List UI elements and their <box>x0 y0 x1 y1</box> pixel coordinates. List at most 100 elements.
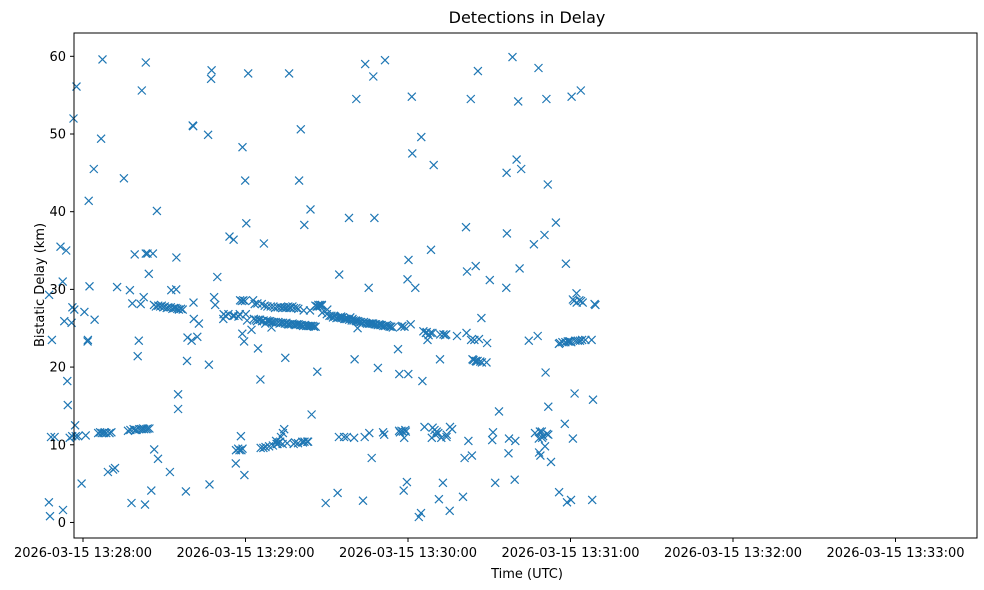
detection-marker <box>529 239 539 249</box>
detection-marker <box>148 249 158 259</box>
detection-marker <box>426 245 436 255</box>
detection-marker <box>194 319 204 329</box>
detection-marker <box>407 92 417 102</box>
detection-marker <box>462 328 471 338</box>
detection-marker <box>568 434 578 444</box>
detection-marker <box>435 354 445 364</box>
detection-marker <box>570 389 580 398</box>
detection-marker <box>369 213 379 223</box>
x-tick-label: 2026-03-15 13:31:00 <box>501 546 639 561</box>
detection-marker <box>524 336 534 346</box>
detection-marker <box>580 335 590 345</box>
detection-marker <box>393 344 403 354</box>
detection-marker <box>417 376 427 386</box>
detection-marker <box>44 290 54 300</box>
detection-marker <box>149 444 159 454</box>
detection-marker <box>429 160 439 170</box>
detection-marker <box>543 430 553 440</box>
detection-marker <box>238 444 247 454</box>
detection-marker <box>239 470 249 480</box>
detection-marker <box>136 299 146 309</box>
x-tick-label: 2026-03-15 13:33:00 <box>826 546 964 561</box>
detection-marker <box>510 436 520 446</box>
x-tick-label: 2026-03-15 13:29:00 <box>176 546 314 561</box>
x-tick-label: 2026-03-15 13:32:00 <box>664 546 802 561</box>
detection-marker <box>380 55 390 65</box>
detection-marker <box>203 130 213 140</box>
detection-marker <box>333 488 343 498</box>
detection-marker <box>541 368 551 377</box>
detection-marker <box>367 453 377 463</box>
detection-marker <box>290 437 300 447</box>
detection-marker <box>404 255 413 265</box>
detection-marker <box>152 206 162 216</box>
detection-marker <box>239 336 249 346</box>
detection-marker <box>587 335 597 345</box>
detection-marker <box>206 74 216 84</box>
detection-marker <box>56 242 65 252</box>
detection-marker <box>171 284 181 294</box>
detection-marker <box>61 246 71 255</box>
detection-marker <box>515 263 525 273</box>
detection-marker <box>44 497 54 507</box>
detection-marker <box>89 164 99 174</box>
detection-marker <box>255 375 265 384</box>
detection-marker <box>358 496 368 506</box>
detection-marker <box>47 335 57 345</box>
x-axis-label: Time (UTC) <box>490 567 563 582</box>
detection-marker <box>410 283 420 293</box>
y-tick-label: 10 <box>49 438 66 453</box>
detection-marker <box>229 235 239 245</box>
detection-marker <box>438 478 448 488</box>
detection-marker <box>452 331 462 341</box>
detection-marker <box>502 168 512 178</box>
detection-marker <box>125 285 135 295</box>
detection-marker <box>291 303 301 313</box>
detection-marker <box>576 86 586 95</box>
detection-marker <box>487 435 497 445</box>
detection-marker <box>181 486 191 496</box>
detection-marker <box>58 277 68 287</box>
detection-marker <box>187 336 197 346</box>
detection-marker <box>534 63 543 73</box>
detection-marker <box>247 325 256 335</box>
y-tick-label: 60 <box>49 50 66 65</box>
detection-marker <box>504 434 514 444</box>
detection-marker <box>133 351 143 361</box>
detection-marker <box>342 432 352 442</box>
detection-marker <box>533 331 543 341</box>
detection-marker <box>490 478 500 488</box>
y-tick-label: 50 <box>49 128 66 143</box>
x-tick-label: 2026-03-15 13:30:00 <box>339 546 477 561</box>
detection-marker <box>447 424 457 434</box>
detection-marker <box>225 232 234 242</box>
detection-marker <box>141 249 151 259</box>
detection-marker <box>401 427 411 437</box>
detection-marker <box>403 274 412 284</box>
detection-marker <box>183 333 192 343</box>
detection-marker <box>240 296 250 306</box>
detection-marker <box>397 321 407 331</box>
detection-marker <box>577 335 587 345</box>
detection-marker <box>85 281 94 291</box>
detection-marker <box>461 222 471 232</box>
detection-marker <box>259 239 269 248</box>
detection-marker <box>541 94 551 104</box>
detection-marker <box>540 441 550 451</box>
detection-marker <box>234 312 243 322</box>
detection-marker <box>173 404 183 414</box>
detection-marker <box>471 261 481 271</box>
detection-marker <box>473 66 483 76</box>
detection-marker <box>442 432 451 442</box>
detection-marker <box>300 437 309 447</box>
detection-marker <box>210 300 220 310</box>
detection-marker <box>238 295 248 305</box>
detection-marker <box>243 68 253 78</box>
detection-marker <box>73 431 83 441</box>
x-tick-label: 2026-03-15 13:28:00 <box>14 546 152 561</box>
detection-marker <box>45 511 55 521</box>
detection-marker <box>434 494 444 504</box>
detection-marker <box>127 498 136 508</box>
detection-marker <box>399 486 409 496</box>
detection-marker <box>360 59 370 69</box>
